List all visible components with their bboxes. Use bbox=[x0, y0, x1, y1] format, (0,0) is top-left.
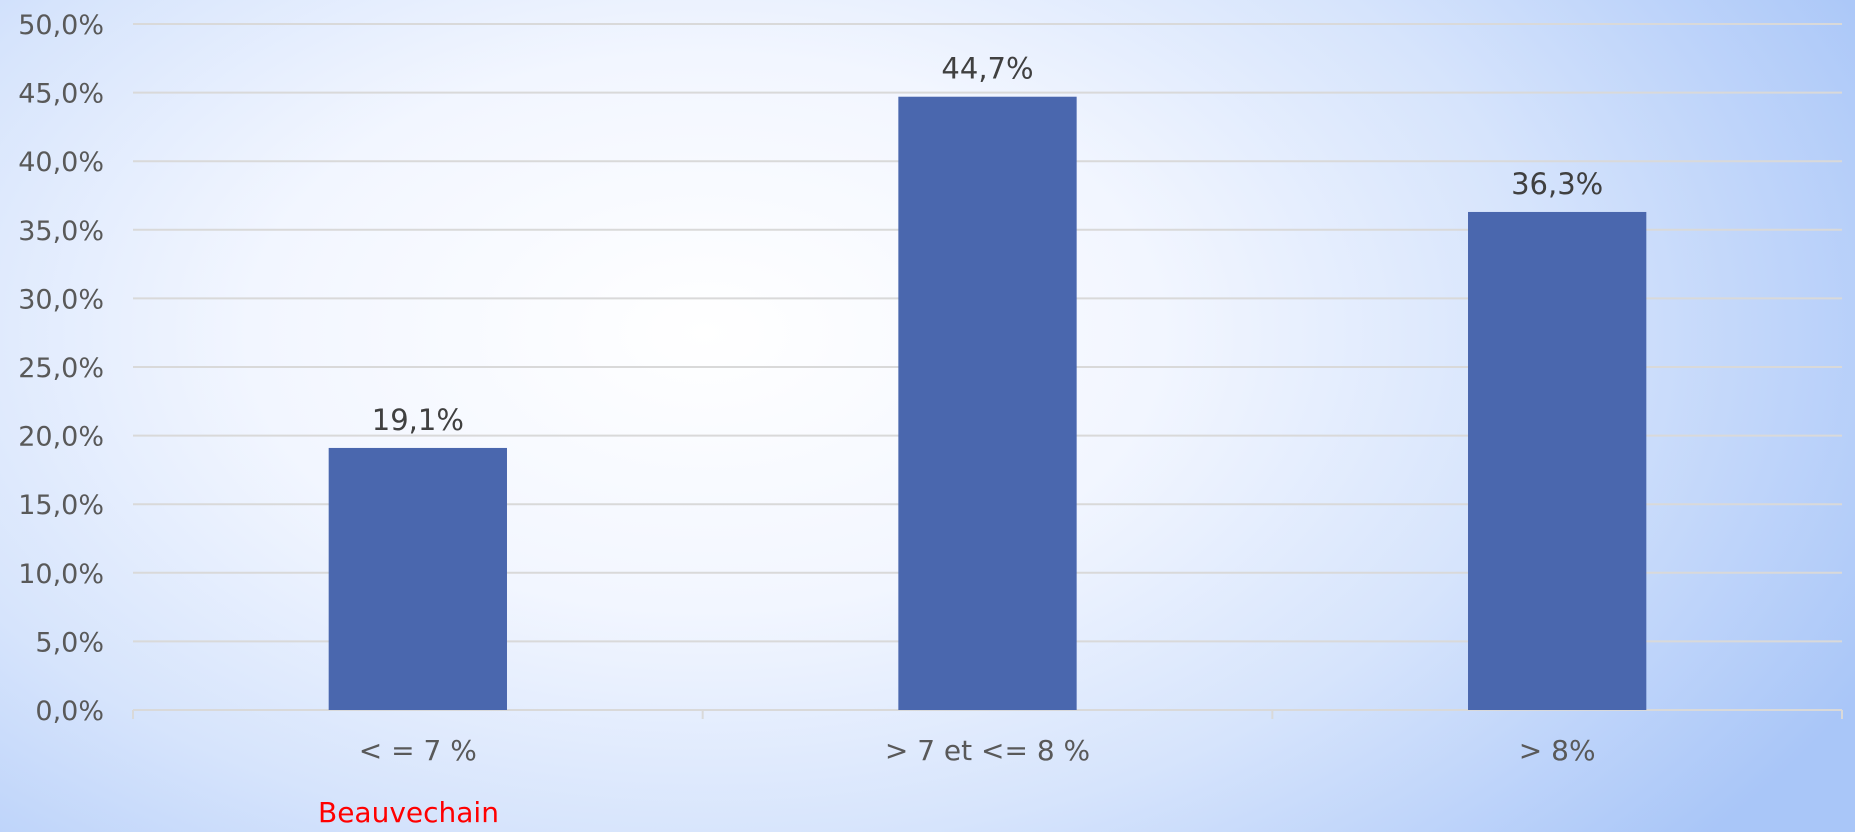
category-label: < = 7 % bbox=[359, 734, 477, 767]
bar bbox=[329, 448, 507, 710]
y-tick-label: 10,0% bbox=[18, 559, 104, 590]
bar bbox=[1468, 212, 1646, 710]
y-tick-label: 45,0% bbox=[18, 79, 104, 110]
category-label: > 8% bbox=[1519, 734, 1596, 767]
y-tick-label: 40,0% bbox=[18, 147, 104, 178]
y-tick-label: 20,0% bbox=[18, 422, 104, 453]
category-label: > 7 et <= 8 % bbox=[885, 734, 1090, 767]
y-tick-label: 0,0% bbox=[35, 696, 104, 727]
bar bbox=[898, 97, 1076, 710]
y-tick-label: 25,0% bbox=[18, 353, 104, 384]
y-tick-label: 35,0% bbox=[18, 216, 104, 247]
y-tick-label: 15,0% bbox=[18, 490, 104, 521]
data-label: 44,7% bbox=[941, 52, 1033, 86]
y-tick-label: 50,0% bbox=[18, 10, 104, 41]
y-tick-label: 30,0% bbox=[18, 284, 104, 315]
data-label: 36,3% bbox=[1511, 167, 1603, 201]
y-tick-label: 5,0% bbox=[35, 627, 104, 658]
chart-annotation: Beauvechain bbox=[318, 796, 499, 829]
data-label: 19,1% bbox=[372, 403, 464, 437]
